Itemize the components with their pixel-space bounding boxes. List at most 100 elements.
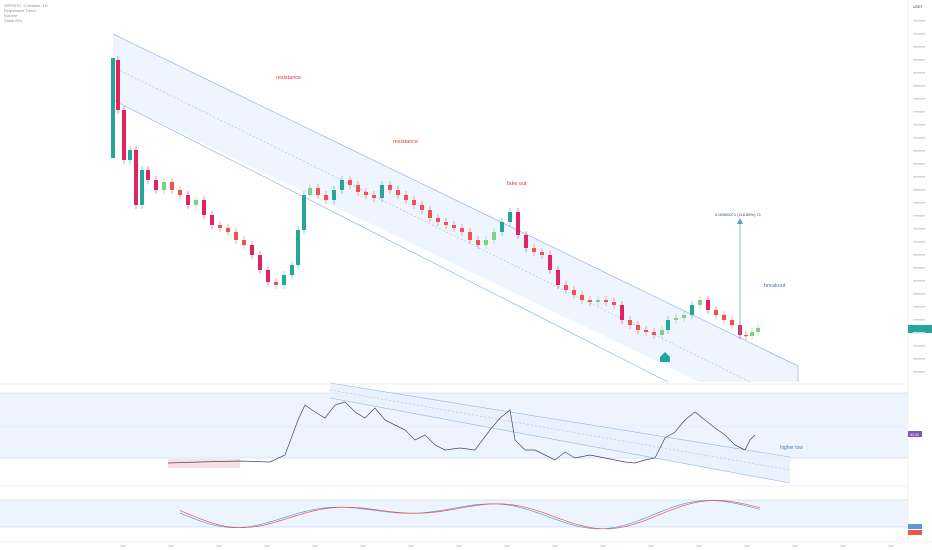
- candle-body: [266, 270, 270, 282]
- candle-body: [660, 330, 664, 335]
- candle-body: [706, 300, 710, 310]
- candle-body: [274, 282, 278, 285]
- candle-body: [226, 228, 230, 232]
- price-tick: [913, 85, 925, 87]
- candle-body: [572, 290, 576, 295]
- candle-body: [290, 265, 294, 275]
- rsi-axis-label: 53.30: [910, 433, 919, 437]
- candle-body: [308, 188, 312, 195]
- candle-body: [380, 185, 384, 198]
- time-tick: [552, 545, 558, 547]
- candle-body: [210, 215, 214, 225]
- legend: XRP/BTC, Coinbase, 1D Regression Trend V…: [4, 3, 48, 23]
- candle-body: [146, 170, 150, 180]
- time-tick: [264, 545, 270, 547]
- candle-body: [666, 320, 670, 330]
- measure-label: 0.00000071 (116.89%) 71: [715, 212, 762, 217]
- candle-body: [404, 195, 408, 200]
- time-tick: [216, 545, 222, 547]
- candle-body: [540, 252, 544, 255]
- candle-body: [444, 222, 448, 225]
- price-tick: [913, 176, 925, 178]
- candle-body: [340, 180, 344, 190]
- time-tick: [792, 545, 798, 547]
- annotation-higher-low: higher low: [780, 445, 803, 451]
- price-tick: [913, 111, 925, 113]
- price-tick: [913, 280, 925, 282]
- annotation-resistance-1: resistance: [276, 75, 301, 81]
- candle-body: [636, 325, 640, 330]
- candle-body: [556, 270, 560, 285]
- candle-body: [332, 190, 336, 200]
- time-tick: [408, 545, 414, 547]
- candle-body: [436, 218, 440, 222]
- time-tick: [696, 545, 702, 547]
- candle-body: [644, 330, 648, 332]
- price-tick: [913, 124, 925, 126]
- candle-body: [170, 182, 174, 190]
- price-tick: [913, 254, 925, 256]
- candle-body: [162, 182, 166, 190]
- candle-body: [282, 275, 286, 285]
- candle-body: [750, 332, 754, 336]
- candle-body: [580, 295, 584, 300]
- candle-body: [250, 245, 254, 255]
- candle-body: [468, 232, 472, 240]
- price-tick: [913, 293, 925, 295]
- candle-body: [372, 195, 376, 198]
- rsi-channel: [330, 383, 790, 483]
- time-tick: [168, 545, 174, 547]
- price-tick: [913, 59, 925, 61]
- candle-body: [258, 255, 262, 270]
- time-tick: [600, 545, 606, 547]
- candle-body: [596, 300, 600, 302]
- time-tick: [744, 545, 750, 547]
- legend-line: XRP/BTC, Coinbase, 1D: [4, 3, 48, 8]
- candle-body: [612, 302, 616, 305]
- candle-body: [452, 225, 456, 228]
- price-tick: [913, 228, 925, 230]
- candle-body: [588, 300, 592, 302]
- candle-body: [154, 180, 158, 190]
- candle-body: [620, 305, 624, 320]
- candle-body: [460, 228, 464, 232]
- price-axis[interactable]: [913, 20, 925, 373]
- price-tick: [913, 358, 925, 360]
- legend-line: Regression Trend: [4, 8, 36, 13]
- stoch-d-line: [179, 500, 761, 530]
- price-tick: [913, 267, 925, 269]
- candle-body: [302, 195, 306, 230]
- stoch-band: [0, 500, 908, 527]
- price-tick: [913, 137, 925, 139]
- candle-body: [116, 60, 120, 110]
- candle-body: [186, 195, 190, 205]
- candle-body: [348, 180, 352, 185]
- legend-line: Stoch RSI: [4, 18, 23, 23]
- time-axis[interactable]: [120, 545, 894, 547]
- candle-body: [722, 315, 726, 320]
- candle-body: [682, 315, 686, 318]
- candle-body: [698, 300, 702, 305]
- candle-body: [730, 320, 734, 325]
- candle-body: [516, 212, 520, 235]
- candle-body: [604, 300, 608, 302]
- price-tick: [913, 72, 925, 74]
- price-tick: [913, 319, 925, 321]
- time-tick: [312, 545, 318, 547]
- candle-body: [388, 185, 392, 190]
- candle-body: [178, 190, 182, 195]
- candle-body: [364, 192, 368, 195]
- time-tick: [360, 545, 366, 547]
- legend-line: Volume: [4, 13, 18, 18]
- candle-body: [564, 285, 568, 290]
- candle-body: [548, 255, 552, 270]
- candles: [111, 56, 760, 341]
- candle-body: [242, 240, 246, 245]
- measure-arrow-head: [737, 218, 743, 224]
- price-tick: [913, 215, 925, 217]
- price-tick: [913, 306, 925, 308]
- regression-channel: [113, 34, 798, 382]
- candle-body: [234, 232, 238, 240]
- candle-body: [674, 318, 678, 320]
